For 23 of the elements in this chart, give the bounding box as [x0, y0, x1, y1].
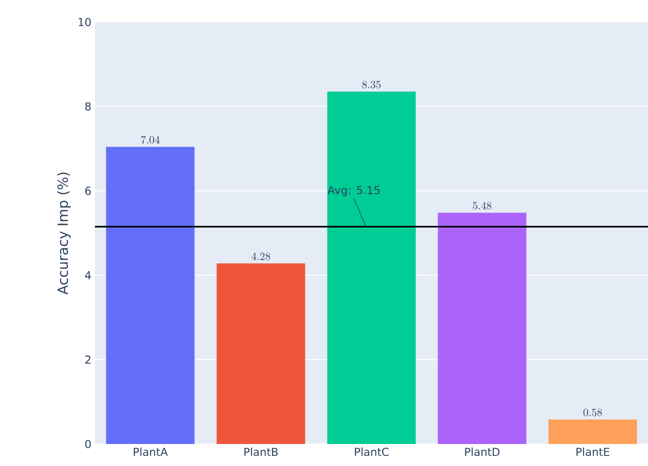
- data-label: 7.04: [141, 136, 160, 144]
- y-tick-label: 4: [85, 271, 91, 280]
- data-label: 0.58: [583, 408, 602, 416]
- ref-line-label: Avg: 5.15: [328, 186, 380, 196]
- y-tick-label: 0: [85, 440, 91, 448]
- data-label: 4.28: [252, 252, 270, 260]
- y-axis-title: Accuracy Imp (%): [57, 172, 71, 295]
- y-tick-label: 10: [78, 18, 91, 26]
- x-tick-label: PlantC: [354, 448, 389, 456]
- x-tick-label: PlantB: [244, 448, 278, 456]
- bar: [548, 420, 637, 444]
- bar: [327, 92, 416, 444]
- bar: [106, 146, 195, 444]
- x-tick-label: PlantA: [134, 448, 168, 456]
- x-tick-label: PlantE: [576, 448, 610, 456]
- bar: [216, 263, 306, 444]
- data-label: 5.48: [472, 202, 492, 210]
- y-tick-label: 8: [85, 102, 91, 111]
- bar: [438, 212, 526, 444]
- y-tick-label: 6: [85, 186, 91, 195]
- data-label: 8.35: [362, 80, 381, 88]
- y-tick-label: 2: [85, 356, 90, 364]
- x-tick-label: PlantD: [465, 448, 500, 456]
